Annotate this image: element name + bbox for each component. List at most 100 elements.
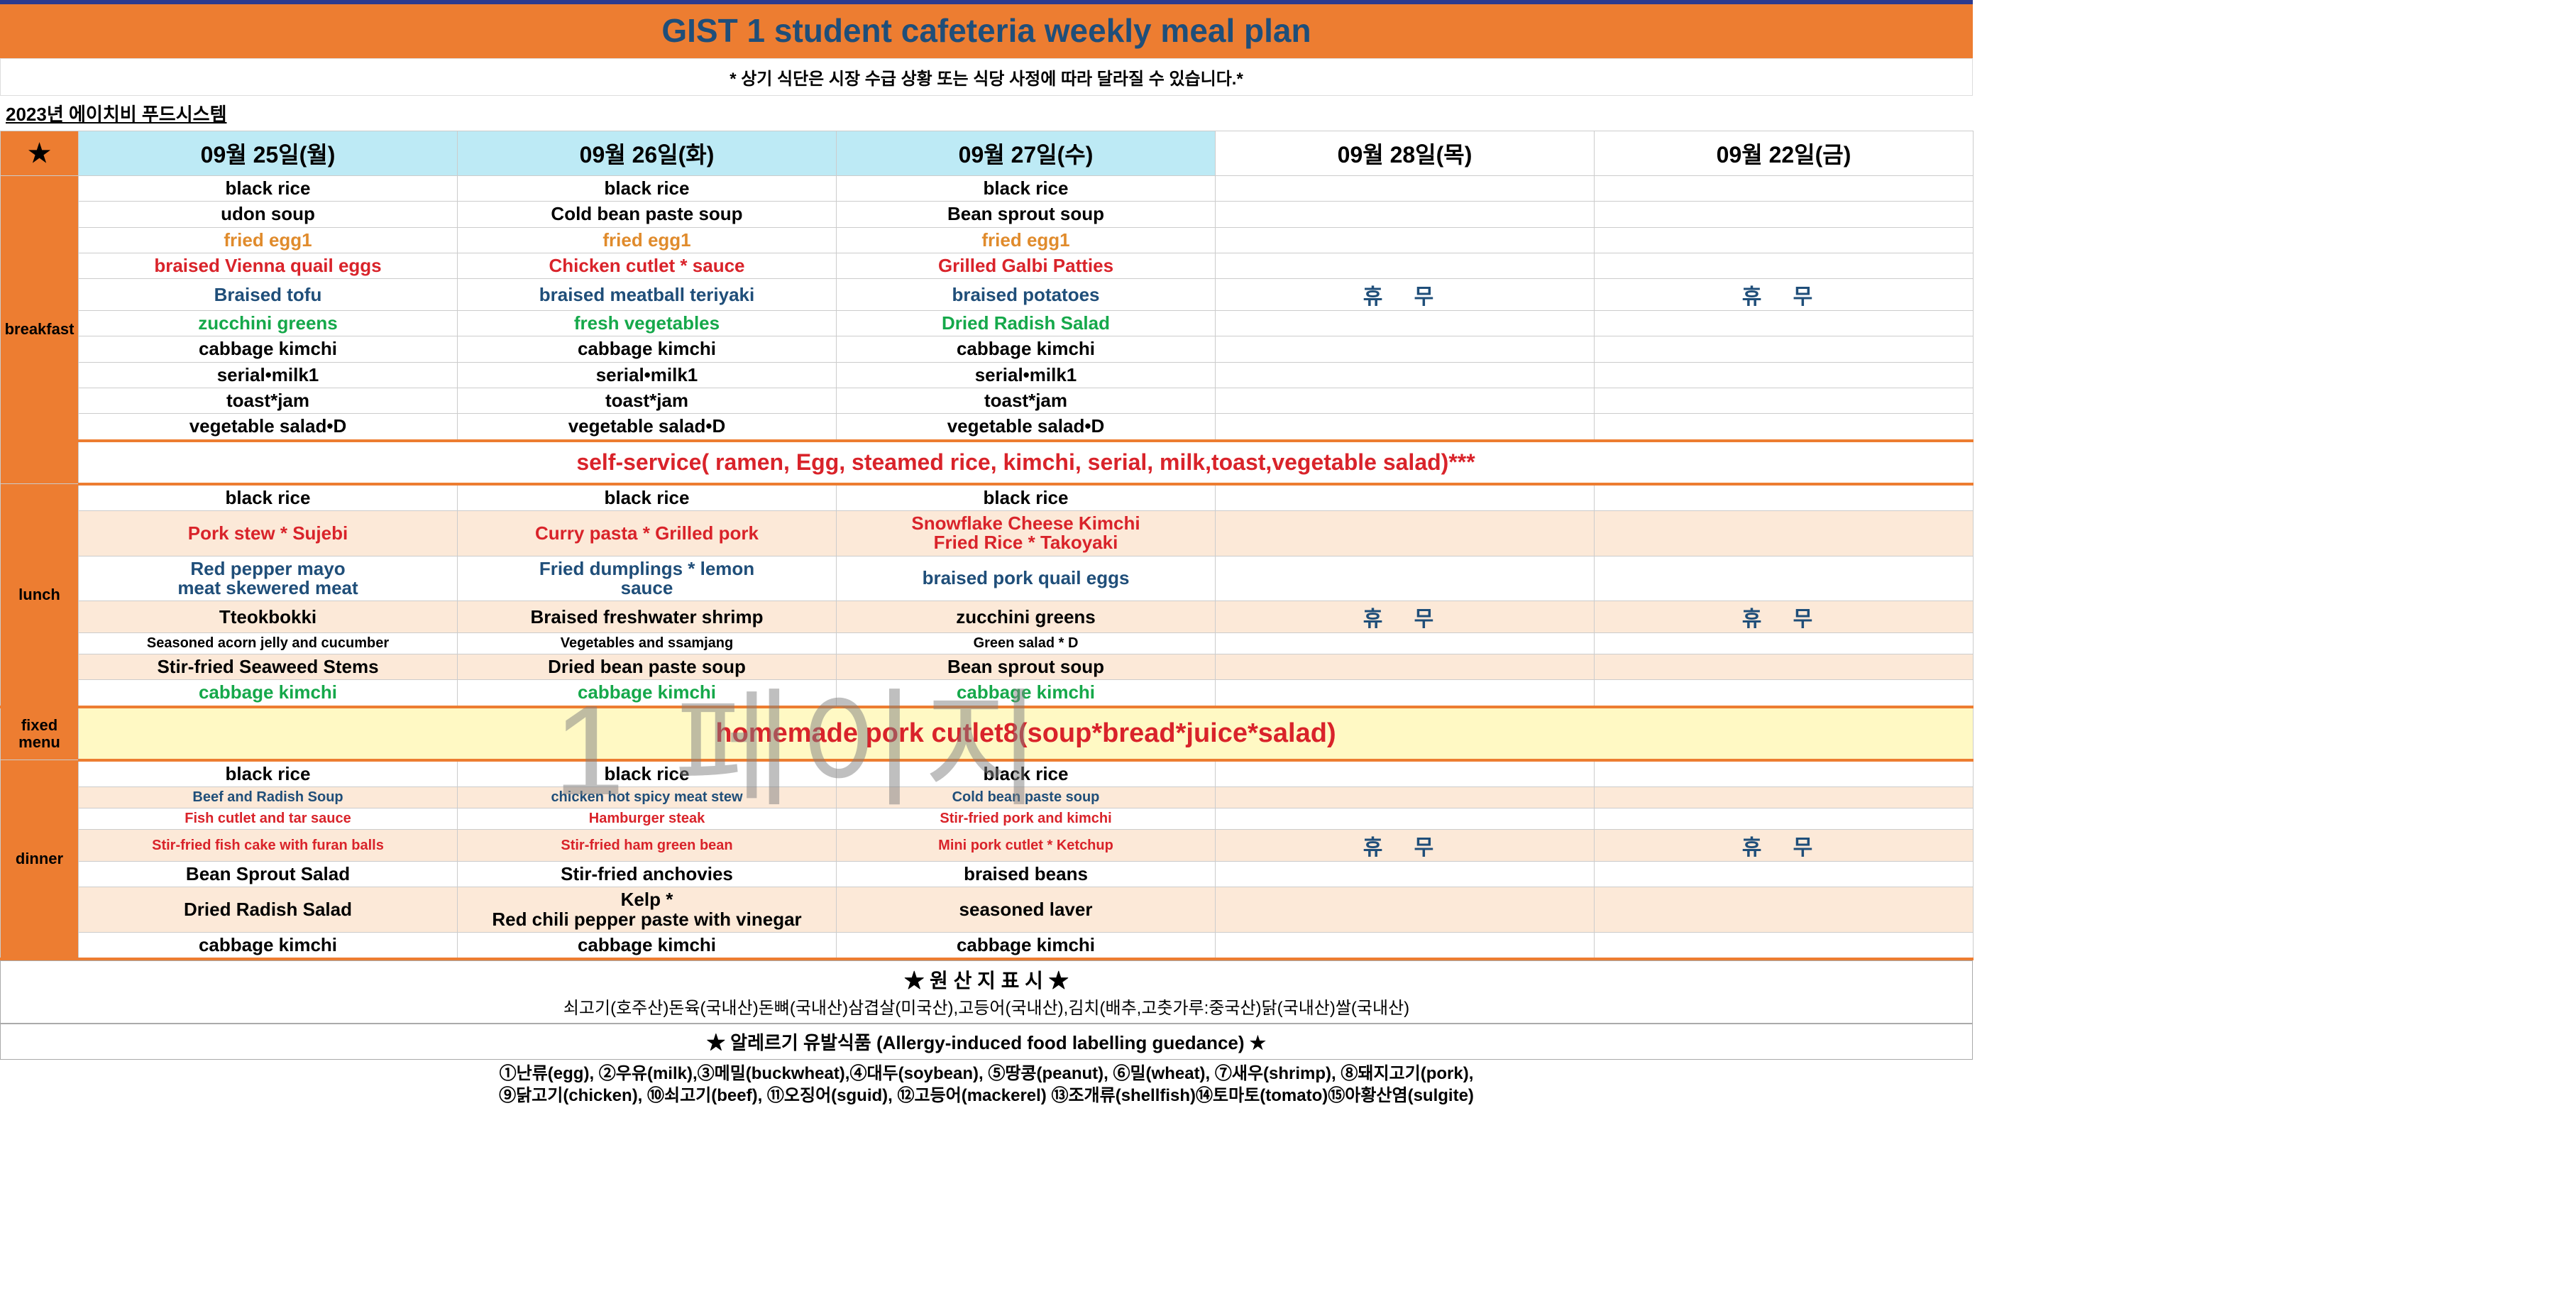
empty-cell: [1216, 887, 1595, 933]
menu-cell: Bean sprout soup: [837, 654, 1216, 680]
title-bar: GIST 1 student cafeteria weekly meal pla…: [0, 4, 1973, 58]
menu-cell: Pork stew * Sujebi: [79, 510, 458, 556]
menu-cell: Bean sprout soup: [837, 202, 1216, 227]
table-row: Braised tofubraised meatball teriyakibra…: [1, 279, 1974, 311]
empty-cell: [1216, 414, 1595, 441]
menu-cell: vegetable salad•D: [458, 414, 837, 441]
table-row: lunchblack riceblack riceblack rice: [1, 484, 1974, 511]
menu-cell: Bean Sprout Salad: [79, 862, 458, 887]
meal-section-label: lunch: [1, 484, 79, 707]
menu-cell: Stir-fried Seaweed Stems: [79, 654, 458, 680]
empty-cell: [1595, 862, 1974, 887]
table-row: Dried Radish SaladKelp *Red chili pepper…: [1, 887, 1974, 933]
fixed-menu-banner: homemade pork cutlet8(soup*bread*juice*s…: [79, 707, 1974, 760]
empty-cell: [1216, 808, 1595, 830]
menu-cell: braised beans: [837, 862, 1216, 887]
off-day-cell: 휴 무: [1216, 830, 1595, 862]
menu-cell: vegetable salad•D: [79, 414, 458, 441]
menu-cell: zucchini greens: [79, 311, 458, 336]
empty-cell: [1216, 202, 1595, 227]
empty-cell: [1216, 760, 1595, 787]
table-row: Stir-fried fish cake with furan ballsSti…: [1, 830, 1974, 862]
empty-cell: [1216, 484, 1595, 511]
table-row: braised Vienna quail eggsChicken cutlet …: [1, 253, 1974, 278]
menu-cell: udon soup: [79, 202, 458, 227]
menu-cell: Dried Radish Salad: [837, 311, 1216, 336]
empty-cell: [1595, 253, 1974, 278]
menu-cell: toast*jam: [837, 388, 1216, 414]
banner-row: self-service( ramen, Egg, steamed rice, …: [1, 441, 1974, 484]
allergy-line: ①난류(egg), ②우유(milk),③메밀(buckwheat),④대두(s…: [0, 1063, 1973, 1085]
menu-cell: black rice: [458, 760, 837, 787]
origin-body: 쇠고기(호주산)돈육(국내산)돈뼈(국내산)삼겹살(미국산),고등어(국내산),…: [1, 994, 1972, 1019]
menu-cell: serial•milk1: [458, 362, 837, 388]
empty-cell: [1595, 787, 1974, 808]
menu-cell: cabbage kimchi: [458, 932, 837, 959]
empty-cell: [1216, 787, 1595, 808]
menu-cell: Grilled Galbi Patties: [837, 253, 1216, 278]
menu-cell: toast*jam: [79, 388, 458, 414]
menu-cell: Dried Radish Salad: [79, 887, 458, 933]
fixed-menu-row: fixedmenuhomemade pork cutlet8(soup*brea…: [1, 707, 1974, 760]
empty-cell: [1216, 932, 1595, 959]
meal-section-label: dinner: [1, 760, 79, 959]
menu-cell: black rice: [837, 484, 1216, 511]
empty-cell: [1216, 336, 1595, 362]
table-row: Pork stew * SujebiCurry pasta * Grilled …: [1, 510, 1974, 556]
day-header: 09월 25일(월): [79, 131, 458, 176]
menu-cell: chicken hot spicy meat stew: [458, 787, 837, 808]
empty-cell: [1595, 484, 1974, 511]
menu-cell: cabbage kimchi: [458, 336, 837, 362]
menu-cell: Stir-fried pork and kimchi: [837, 808, 1216, 830]
menu-cell: black rice: [79, 484, 458, 511]
menu-cell: Braised freshwater shrimp: [458, 601, 837, 633]
menu-cell: seasoned laver: [837, 887, 1216, 933]
empty-cell: [1595, 887, 1974, 933]
menu-cell: Hamburger steak: [458, 808, 837, 830]
meal-section-label: breakfast: [1, 176, 79, 484]
menu-cell: fresh vegetables: [458, 311, 837, 336]
menu-cell: Stir-fried fish cake with furan balls: [79, 830, 458, 862]
menu-cell: serial•milk1: [837, 362, 1216, 388]
empty-cell: [1595, 414, 1974, 441]
empty-cell: [1595, 311, 1974, 336]
empty-cell: [1595, 510, 1974, 556]
empty-cell: [1216, 388, 1595, 414]
table-row: Stir-fried Seaweed StemsDried bean paste…: [1, 654, 1974, 680]
menu-cell: Curry pasta * Grilled pork: [458, 510, 837, 556]
menu-cell: Fried dumplings * lemonsauce: [458, 556, 837, 601]
menu-cell: black rice: [458, 484, 837, 511]
menu-cell: cabbage kimchi: [79, 932, 458, 959]
empty-cell: [1595, 808, 1974, 830]
table-row: Red pepper mayomeat skewered meatFried d…: [1, 556, 1974, 601]
header-row: ★ 09월 25일(월) 09월 26일(화) 09월 27일(수) 09월 2…: [1, 131, 1974, 176]
table-row: Seasoned acorn jelly and cucumberVegetab…: [1, 633, 1974, 654]
menu-cell: Fish cutlet and tar sauce: [79, 808, 458, 830]
empty-cell: [1595, 760, 1974, 787]
day-header: 09월 27일(수): [837, 131, 1216, 176]
menu-cell: braised pork quail eggs: [837, 556, 1216, 601]
table-row: zucchini greensfresh vegetablesDried Rad…: [1, 311, 1974, 336]
menu-cell: Dried bean paste soup: [458, 654, 837, 680]
empty-cell: [1216, 633, 1595, 654]
menu-cell: Mini pork cutlet * Ketchup: [837, 830, 1216, 862]
banner-cell: self-service( ramen, Egg, steamed rice, …: [79, 441, 1974, 484]
menu-cell: black rice: [79, 176, 458, 202]
empty-cell: [1216, 510, 1595, 556]
table-row: cabbage kimchicabbage kimchicabbage kimc…: [1, 336, 1974, 362]
menu-cell: cabbage kimchi: [837, 932, 1216, 959]
table-row: Beef and Radish Soupchicken hot spicy me…: [1, 787, 1974, 808]
table-row: serial•milk1serial•milk1serial•milk1: [1, 362, 1974, 388]
menu-cell: Stir-fried anchovies: [458, 862, 837, 887]
table-row: cabbage kimchicabbage kimchicabbage kimc…: [1, 680, 1974, 707]
empty-cell: [1216, 654, 1595, 680]
menu-cell: vegetable salad•D: [837, 414, 1216, 441]
meal-section-label: fixedmenu: [1, 707, 79, 760]
empty-cell: [1595, 176, 1974, 202]
menu-cell: Green salad * D: [837, 633, 1216, 654]
table-row: fried egg1fried egg1fried egg1: [1, 227, 1974, 253]
empty-cell: [1595, 202, 1974, 227]
meal-table: ★ 09월 25일(월) 09월 26일(화) 09월 27일(수) 09월 2…: [0, 131, 1974, 960]
allergy-head: ★ 알레르기 유발식품 (Allergy-induced food labell…: [0, 1024, 1973, 1060]
day-header: 09월 26일(화): [458, 131, 837, 176]
